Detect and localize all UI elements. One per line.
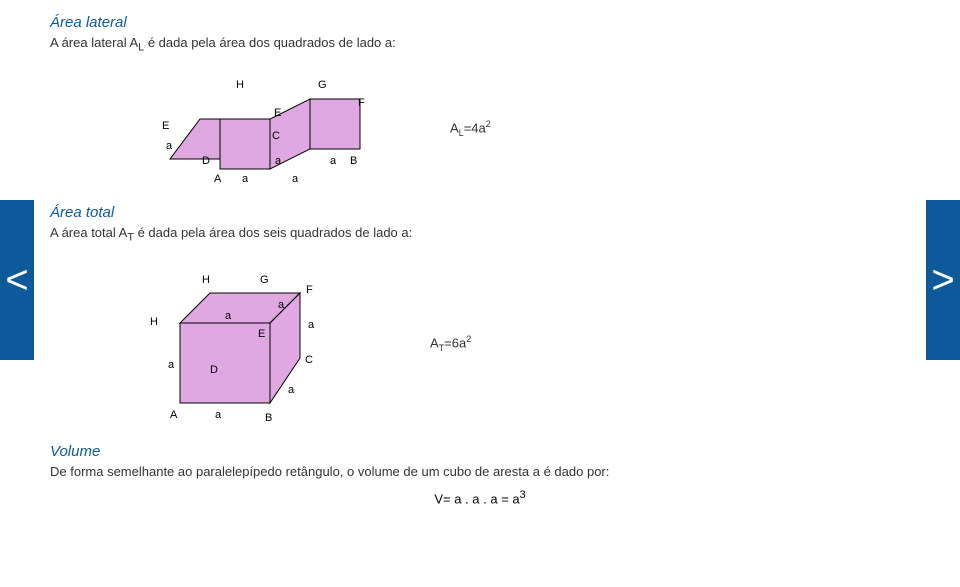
formula-volume: V= a . a . a = a3: [50, 489, 910, 506]
svg-text:F: F: [358, 97, 365, 109]
text-total-area: A área total AT é dada pela área dos sei…: [50, 225, 910, 244]
svg-text:a: a: [275, 155, 282, 167]
heading-total-area: Área total: [50, 204, 910, 221]
svg-text:a: a: [292, 173, 299, 185]
svg-text:a: a: [242, 173, 249, 185]
text-volume: De forma semelhante ao paralelepípedo re…: [50, 464, 910, 479]
nav-next[interactable]: >: [926, 200, 960, 360]
figure2-row: A B C D E F G H a a a a a a H AT=6a2: [130, 253, 910, 433]
svg-text:a: a: [278, 299, 285, 311]
svg-text:C: C: [305, 354, 313, 366]
svg-text:H: H: [202, 274, 210, 286]
svg-text:A: A: [170, 409, 178, 421]
svg-text:H: H: [236, 79, 244, 91]
svg-text:D: D: [210, 364, 218, 376]
svg-text:a: a: [168, 359, 175, 371]
svg-text:E: E: [162, 120, 169, 132]
svg-text:F: F: [306, 284, 313, 296]
svg-text:H: H: [150, 316, 158, 328]
figure-unfolded-lateral: A B C D E F G H E a a a a a: [130, 64, 410, 194]
page-content: Área lateral A área lateral AL é dada pe…: [50, 0, 910, 507]
svg-text:a: a: [225, 310, 232, 322]
svg-text:a: a: [330, 155, 337, 167]
svg-text:B: B: [265, 412, 272, 424]
svg-text:E: E: [274, 107, 281, 119]
figure1-row: A B C D E F G H E a a a a a AL=4a2: [130, 64, 910, 194]
formula-total: AT=6a2: [430, 334, 471, 353]
svg-text:D: D: [202, 155, 210, 167]
nav-prev[interactable]: <: [0, 200, 34, 360]
heading-lateral-area: Área lateral: [50, 14, 910, 31]
svg-text:a: a: [215, 409, 222, 421]
svg-text:C: C: [272, 130, 280, 142]
svg-text:a: a: [166, 140, 173, 152]
formula-lateral: AL=4a2: [450, 119, 491, 138]
svg-text:a: a: [308, 319, 315, 331]
svg-text:G: G: [318, 79, 327, 91]
svg-text:G: G: [260, 274, 269, 286]
svg-text:A: A: [214, 173, 222, 185]
svg-text:E: E: [258, 328, 265, 340]
figure-cube: A B C D E F G H a a a a a a H: [130, 253, 390, 433]
text-lateral-area: A área lateral AL é dada pela área dos q…: [50, 35, 910, 54]
svg-text:B: B: [350, 155, 357, 167]
svg-text:a: a: [288, 384, 295, 396]
heading-volume: Volume: [50, 443, 910, 460]
